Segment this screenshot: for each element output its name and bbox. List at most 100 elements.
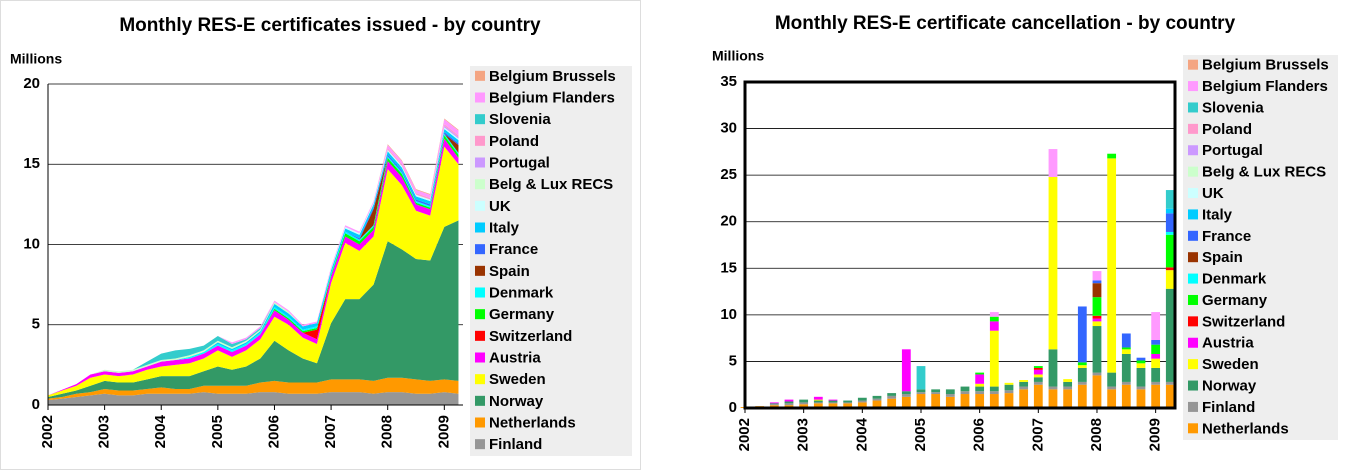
legend-label: Germany	[1202, 292, 1268, 309]
legend-label: Spain	[489, 263, 530, 280]
legend-swatch	[475, 287, 485, 298]
legend-label: Sweden	[489, 371, 546, 388]
bar-segment	[1092, 375, 1102, 408]
bar-segment	[887, 393, 897, 396]
bar-segment	[1033, 381, 1043, 385]
bar-segment	[813, 402, 823, 404]
y-tick-label: 20	[23, 75, 40, 92]
y-tick-label: 5	[32, 316, 40, 333]
bar-segment	[1121, 353, 1131, 382]
y-axis-label: Millions	[10, 51, 62, 67]
bar-segment	[1033, 377, 1043, 382]
legend-swatch	[475, 92, 485, 103]
y-tick-label: 0	[729, 399, 737, 416]
bar-segment	[916, 392, 926, 395]
legend	[1183, 55, 1338, 440]
bar-segment	[1151, 358, 1161, 368]
bar-segment	[1151, 344, 1161, 354]
bar-segment	[1136, 367, 1146, 387]
bar-segment	[813, 399, 823, 401]
bar-segment	[1107, 386, 1117, 390]
bar-segment	[1077, 365, 1087, 368]
bar-segment	[887, 398, 897, 408]
bar-segment	[1019, 380, 1029, 382]
bar-segment	[828, 403, 838, 408]
legend-swatch	[475, 179, 485, 190]
bar-segment	[1048, 149, 1058, 178]
bar-segment	[1092, 315, 1102, 319]
legend-swatch	[475, 135, 485, 146]
legend-swatch	[475, 222, 485, 233]
x-tick-label: 2009	[435, 415, 452, 448]
x-tick-label: 2009	[1147, 418, 1164, 451]
bar-segment	[1107, 389, 1117, 408]
bar-segment	[1004, 393, 1014, 408]
x-tick-label: 2007	[322, 415, 339, 448]
bar-segment	[1004, 382, 1014, 385]
legend-swatch	[475, 244, 485, 255]
x-tick-label: 2008	[1088, 418, 1105, 451]
bar-segment	[799, 402, 809, 405]
y-tick-label: 5	[729, 352, 737, 369]
legend-label: Portugal	[1202, 142, 1263, 159]
legend-swatch	[1188, 166, 1198, 177]
legend-swatch	[475, 374, 485, 385]
bar-segment	[931, 389, 941, 393]
bar-segment	[1165, 231, 1175, 235]
x-tick-label: 2005	[209, 415, 226, 448]
legend-swatch	[475, 265, 485, 276]
bar-segment	[1004, 384, 1014, 391]
bar-segment	[857, 402, 867, 408]
x-tick-label: 2003	[795, 418, 812, 451]
bar-segment	[784, 401, 794, 404]
legend-swatch	[475, 395, 485, 406]
bar-segment	[1165, 208, 1175, 214]
bar-segment	[989, 316, 999, 322]
bar-segment	[975, 391, 985, 395]
bar-segment	[1121, 333, 1131, 348]
bar-segment	[1063, 386, 1073, 390]
legend-swatch	[1188, 273, 1198, 284]
area	[48, 220, 459, 399]
bar-segment	[1077, 384, 1087, 408]
bar-segment	[1165, 384, 1175, 408]
legend-label: Belg & Lux RECS	[489, 176, 613, 193]
legend-swatch	[1188, 59, 1198, 70]
bar-segment	[1077, 367, 1087, 382]
bar-segment	[1004, 390, 1014, 394]
bar-segment	[989, 330, 999, 387]
legend-swatch	[475, 157, 485, 168]
bar-segment	[989, 312, 999, 317]
legend-swatch	[475, 330, 485, 341]
legend-label: Portugal	[489, 154, 550, 171]
bar-segment	[975, 372, 985, 375]
bar-segment	[960, 386, 970, 392]
legend-swatch	[1188, 316, 1198, 327]
bar-segment	[1136, 389, 1146, 408]
legend-label: Poland	[1202, 121, 1252, 138]
legend-label: Belgium Brussels	[489, 68, 616, 85]
x-tick-label: 2004	[853, 417, 870, 451]
bar-segment	[1165, 288, 1175, 382]
legend-label: Norway	[489, 393, 544, 410]
legend-label: Spain	[1202, 249, 1243, 266]
plot-area	[745, 82, 1175, 408]
bar-segment	[1077, 306, 1087, 363]
legend-swatch	[475, 200, 485, 211]
y-tick-label: 25	[720, 166, 737, 183]
legend-label: Finland	[1202, 399, 1255, 416]
bar-segment	[1151, 367, 1161, 382]
bar-segment	[1033, 367, 1043, 370]
legend-label: Norway	[1202, 377, 1257, 394]
bar-segment	[769, 402, 779, 404]
bar-segment	[1033, 366, 1043, 368]
bar-segment	[1033, 384, 1043, 408]
legend-label: Netherlands	[489, 414, 576, 431]
y-tick-label: 15	[23, 155, 40, 172]
area	[48, 146, 459, 397]
plot-border	[743, 80, 1177, 410]
bar-segment	[916, 389, 926, 393]
bar-segment	[1033, 374, 1043, 378]
legend-label: Sweden	[1202, 356, 1259, 373]
